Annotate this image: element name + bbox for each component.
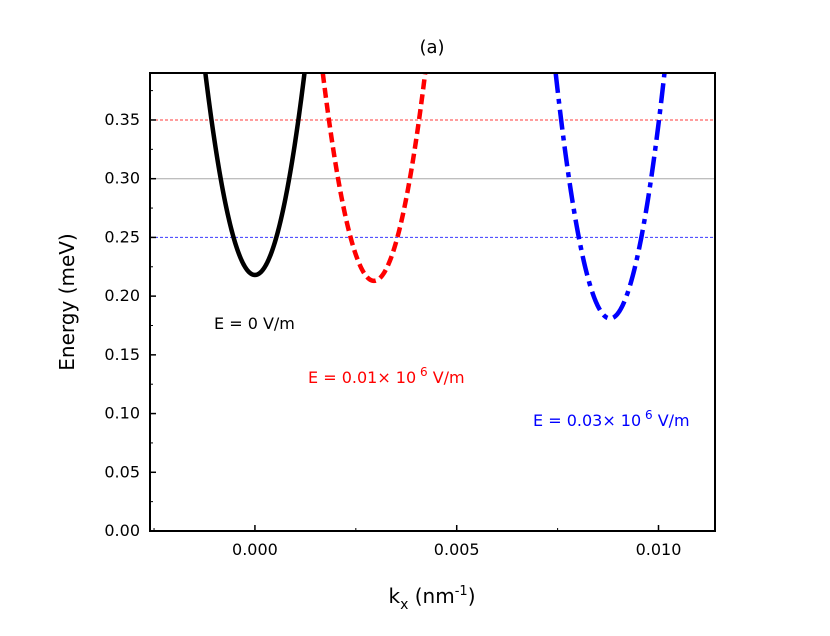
x-axis-title-unit-close: ) <box>468 584 476 608</box>
annotation-e0: E = 0 V/m <box>214 314 295 333</box>
x-axis-title: kx (nm-1) <box>389 584 476 613</box>
annotation-e001-sup: 6 <box>416 365 427 379</box>
x-tick-label-1: 0.005 <box>434 540 480 559</box>
y-axis: 0.00 0.05 0.10 0.15 0.20 0.25 0.30 0.35 <box>104 90 156 540</box>
y-tick-label-5: 0.25 <box>104 227 140 246</box>
series-line-2 <box>553 72 667 321</box>
annotation-e003-post: V/m <box>653 411 690 430</box>
annotation-e001-pre: E = 0.01× 10 <box>308 368 416 387</box>
x-axis-title-unit-sup: -1 <box>455 584 468 599</box>
series-line-0 <box>203 72 307 278</box>
y-tick-label-3: 0.15 <box>104 345 140 364</box>
x-axis-title-unit: (nm <box>408 584 454 608</box>
y-tick-label-6: 0.30 <box>104 169 140 188</box>
x-axis-title-base: k <box>389 584 401 608</box>
y-tick-label-0: 0.00 <box>104 521 140 540</box>
reference-lines <box>150 119 715 238</box>
annotation-e003-pre: E = 0.03× 10 <box>533 411 641 430</box>
annotation-e001-post: V/m <box>428 368 465 387</box>
x-tick-label-0: 0.000 <box>232 540 278 559</box>
x-tick-label-2: 0.010 <box>636 540 682 559</box>
x-axis-title-sub: x <box>400 597 408 613</box>
x-axis: 0.000 0.005 0.010 <box>153 525 682 559</box>
dispersion-curves <box>203 72 667 321</box>
series-line-1 <box>320 72 428 284</box>
y-tick-label-4: 0.20 <box>104 286 140 305</box>
y-tick-label-1: 0.05 <box>104 462 140 481</box>
y-tick-label-2: 0.10 <box>104 404 140 423</box>
plot-frame <box>149 72 716 532</box>
annotation-e003-sup: 6 <box>641 408 652 422</box>
annotation-e001: E = 0.01× 10 6 V/m <box>308 365 465 387</box>
y-tick-label-7: 0.35 <box>104 110 140 129</box>
annotation-e003: E = 0.03× 10 6 V/m <box>533 408 690 430</box>
y-axis-title: Energy (meV) <box>55 233 79 370</box>
chart-title: (a) <box>419 37 444 58</box>
